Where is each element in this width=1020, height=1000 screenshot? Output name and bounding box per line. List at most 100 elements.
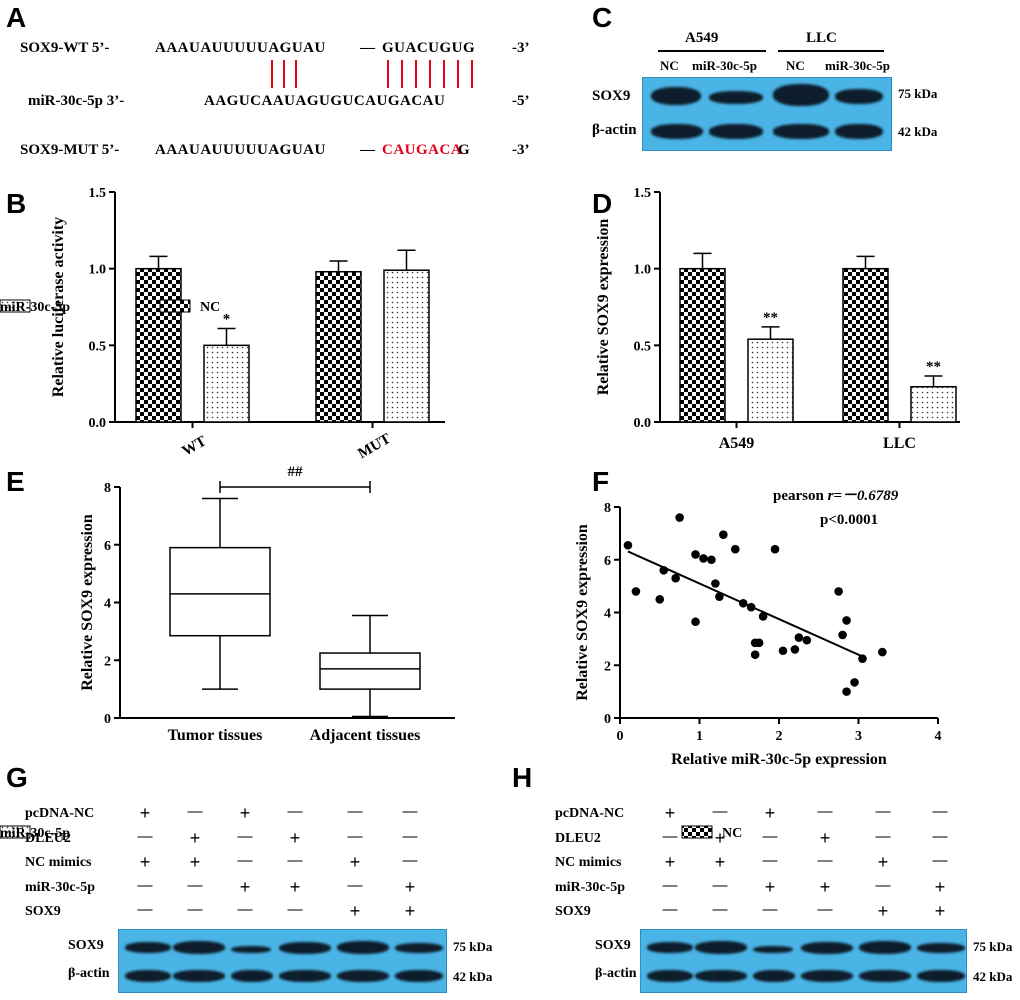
size-42kda: 42 kDa — [973, 969, 1013, 984]
blot-image — [642, 77, 892, 151]
treatment-symbol: — — [237, 901, 253, 918]
scatter-point — [699, 554, 708, 563]
y-axis-label: Relative SOX9 expression — [595, 219, 612, 396]
scatter-point — [842, 687, 851, 696]
blot-band — [709, 91, 763, 104]
scatter-point — [754, 638, 764, 648]
blot-band — [709, 124, 763, 139]
treatment-symbol: — — [347, 803, 363, 820]
treatment-symbol: + — [714, 852, 726, 872]
treatment-symbol: — — [347, 827, 363, 845]
scatter-point — [691, 617, 700, 627]
sox9-wt-gap: — — [360, 40, 375, 56]
y-tick-label: 2 — [604, 659, 611, 674]
y-tick-label: 0.5 — [634, 339, 652, 354]
mir-30c-5p-label: miR-30c-5p 3’- — [28, 93, 125, 109]
blot-band — [279, 970, 331, 982]
x-tick-label: 2 — [776, 729, 783, 744]
cell-line-llc: LLC — [806, 30, 837, 46]
scatter-point — [838, 630, 847, 640]
y-tick-label: 8 — [104, 481, 111, 496]
blot-band — [337, 970, 389, 982]
treatment-symbol: + — [764, 876, 776, 897]
treatment-symbol: + — [189, 827, 201, 848]
blot-band — [231, 970, 273, 982]
y-axis-label: Relative SOX9 expression — [79, 514, 96, 691]
scatter-point — [878, 647, 887, 657]
bar-mir-30c-5p — [747, 338, 794, 423]
lane-mir: miR-30c-5p — [825, 58, 890, 73]
blot-image — [118, 929, 447, 993]
treatment-symbol: — — [402, 803, 418, 820]
treatment-symbol: — — [712, 803, 728, 820]
blot-band — [753, 970, 795, 982]
treatment-symbol: + — [877, 901, 889, 921]
stat-pearson: pearson r=－0.6789 — [773, 488, 899, 504]
x-tick-label: Tumor tissues — [168, 727, 263, 744]
treatment-symbol: — — [762, 901, 778, 918]
treatment-symbol: + — [189, 852, 201, 872]
blot-band — [647, 942, 693, 953]
treatment-symbol: — — [932, 827, 948, 845]
treatment-symbol: + — [404, 901, 416, 921]
scatter-point — [850, 678, 859, 687]
blot-band — [695, 941, 747, 954]
y-axis-label: Relative SOX9 expression — [574, 524, 591, 701]
scatter-point — [758, 612, 768, 621]
treatment-symbol: — — [402, 827, 418, 845]
size-75kda: 75 kDa — [973, 939, 1013, 954]
treatment-symbol: — — [662, 901, 678, 918]
panel-letter-a: A — [6, 2, 27, 33]
protein-beta-actin: β-actin — [592, 122, 637, 138]
size-75kda: 75 kDa — [453, 939, 493, 954]
panel-letter-d: D — [592, 188, 613, 219]
lane-nc: NC — [786, 58, 805, 73]
y-tick-label: 0.0 — [89, 416, 107, 431]
sox9-mut-gap: — — [360, 142, 375, 158]
legend-swatch-mir — [0, 299, 31, 313]
lane-nc: NC — [660, 58, 679, 73]
scatter-point — [794, 633, 804, 642]
treatment-symbol: — — [932, 852, 948, 869]
treatment-label: DLEU2 — [555, 830, 601, 846]
scatter-point — [730, 544, 740, 554]
treatment-symbol: + — [877, 852, 889, 872]
treatment-symbol: — — [187, 901, 203, 918]
blot-band — [801, 970, 853, 982]
treatment-label: SOX9 — [25, 904, 61, 919]
cell-line-underline — [658, 50, 766, 52]
blot-band — [337, 941, 389, 954]
blot-band — [753, 946, 793, 953]
blot-band — [859, 970, 911, 982]
scatter-point — [778, 646, 788, 656]
treatment-symbol: — — [137, 876, 153, 894]
blot-band — [651, 87, 701, 105]
blot-band — [231, 946, 271, 953]
treatment-symbol: + — [664, 852, 676, 872]
treatment-symbol: + — [404, 876, 416, 897]
treatment-symbol: — — [817, 803, 833, 820]
legend-label: miR-30c-5p — [0, 826, 70, 841]
protein-sox9: SOX9 — [68, 938, 104, 953]
treatment-symbol: — — [287, 803, 303, 820]
treatment-symbol: + — [819, 827, 831, 848]
treatment-symbol: + — [664, 803, 676, 823]
lane-mir: miR-30c-5p — [692, 58, 757, 73]
blot-band — [395, 970, 443, 982]
treatment-symbol: — — [817, 852, 833, 869]
treatment-symbol: + — [349, 901, 361, 921]
scatter-point — [691, 550, 700, 559]
y-tick-label: 0 — [604, 712, 611, 727]
bar-mir-30c-5p — [910, 385, 957, 423]
blot-band — [173, 970, 225, 982]
y-tick-label: 2 — [104, 654, 111, 669]
blot-band — [773, 124, 829, 139]
treatment-label: NC mimics — [25, 855, 92, 870]
y-tick-label: 1.0 — [634, 263, 652, 278]
scatter-point — [770, 544, 780, 554]
treatment-symbol: — — [875, 827, 891, 845]
sox9-wt-end: -3’ — [512, 40, 530, 56]
mir-30c-5p-seq: AAGUCAAUAGUGUCAUGACAU — [204, 93, 446, 109]
y-tick-label: 6 — [604, 554, 611, 569]
blot-band — [395, 943, 443, 953]
